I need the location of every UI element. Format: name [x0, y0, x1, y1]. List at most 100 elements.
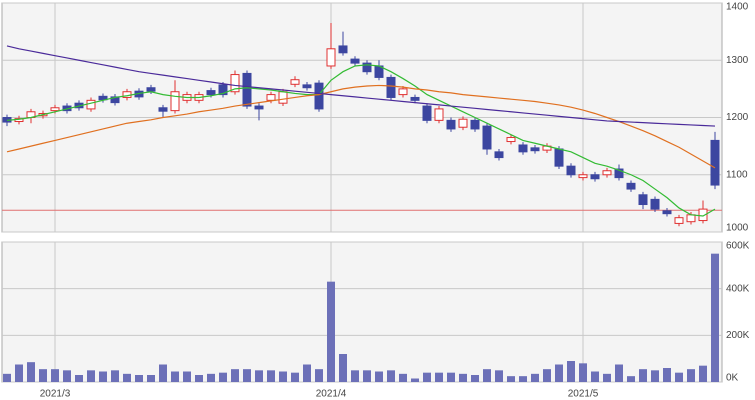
- candle-body: [590, 174, 600, 180]
- volume-bar: [555, 364, 563, 382]
- volume-bar: [627, 376, 635, 382]
- candle-body: [86, 99, 96, 110]
- volume-bar: [519, 376, 527, 382]
- volume-bar: [183, 371, 191, 382]
- volume-bar: [639, 369, 647, 382]
- volume-bar: [399, 373, 407, 382]
- volume-bar: [135, 375, 143, 382]
- volume-bar: [471, 375, 479, 382]
- x-tick-label: 2021/3: [40, 389, 71, 400]
- candle-body: [242, 72, 252, 107]
- volume-bar: [651, 370, 659, 382]
- candle-body: [494, 151, 504, 159]
- candle-body: [290, 79, 300, 85]
- volume-bar: [387, 370, 395, 382]
- candle-body: [554, 148, 564, 167]
- x-tick-label: 2021/4: [316, 389, 347, 400]
- volume-bar: [447, 372, 455, 382]
- candle-body: [158, 107, 168, 112]
- candle-body: [446, 119, 456, 130]
- candle-body: [170, 91, 180, 112]
- candle-body: [410, 96, 420, 101]
- volume-bar: [3, 373, 11, 382]
- moving-average: [6, 64, 716, 217]
- candle-body: [602, 170, 612, 176]
- volume-bar: [111, 370, 119, 382]
- volume-bar: [75, 375, 83, 382]
- candle-body: [434, 108, 444, 121]
- volume-bar: [255, 370, 263, 382]
- volume-bar: [267, 370, 275, 382]
- volume-bar: [591, 371, 599, 382]
- volume-bar: [663, 368, 671, 382]
- volume-bar: [291, 372, 299, 382]
- moving-average: [6, 45, 716, 127]
- volume-bar: [15, 364, 23, 382]
- volume-bar: [195, 375, 203, 382]
- candle-body: [686, 214, 696, 223]
- volume-bar: [615, 364, 623, 382]
- candle-body: [566, 165, 576, 176]
- candle-body: [662, 210, 672, 215]
- candle-body: [314, 82, 324, 110]
- candle-body: [206, 90, 216, 96]
- volume-bar: [435, 372, 443, 382]
- volume-bar: [63, 370, 71, 382]
- candle-body: [698, 208, 708, 222]
- y-tick-label: 1400: [726, 2, 749, 13]
- candle-body: [254, 105, 264, 110]
- volume-bar: [579, 363, 587, 382]
- candle-body: [266, 94, 276, 101]
- volume-bar: [171, 371, 179, 382]
- volume-bar: [243, 369, 251, 382]
- candle-body: [578, 174, 588, 179]
- volume-bar: [51, 369, 59, 382]
- volume-bar: [39, 369, 47, 382]
- volume-bar: [219, 372, 227, 382]
- candle-body: [626, 182, 636, 190]
- candle-body: [614, 168, 624, 179]
- y-tick-label: 1100: [726, 169, 748, 180]
- candle-body: [386, 76, 396, 98]
- volume-bar: [99, 371, 107, 382]
- volume-bar: [567, 361, 575, 382]
- volume-bar: [375, 371, 383, 382]
- volume-bar: [327, 281, 335, 382]
- candle-body: [278, 91, 288, 104]
- candle-body: [470, 119, 480, 130]
- candle-body: [710, 139, 720, 186]
- candle-body: [458, 118, 468, 128]
- volume-bar: [123, 373, 131, 382]
- candle-body: [362, 62, 372, 73]
- y-tick-label: 600K: [726, 241, 750, 252]
- volume-bar: [495, 370, 503, 382]
- volume-bar: [603, 373, 611, 382]
- moving-average: [6, 84, 716, 169]
- volume-bar: [699, 365, 707, 382]
- y-tick-label: 0K: [726, 373, 739, 384]
- volume-bar: [147, 375, 155, 382]
- volume-bar: [315, 369, 323, 382]
- volume-bar: [687, 369, 695, 382]
- volume-bar: [543, 369, 551, 382]
- candle-body: [530, 147, 540, 152]
- volume-bar: [459, 373, 467, 382]
- candle-body: [302, 84, 312, 89]
- candle-body: [422, 105, 432, 121]
- y-tick-label: 400K: [726, 283, 750, 294]
- y-tick-label: 200K: [726, 330, 750, 341]
- candle-body: [326, 48, 336, 67]
- volume-bar: [279, 371, 287, 382]
- volume-panel: [1, 241, 723, 383]
- volume-bar: [675, 372, 683, 382]
- candle-body: [482, 125, 492, 150]
- x-tick-label: 2021/5: [568, 389, 599, 400]
- volume-bar: [87, 370, 95, 382]
- candle-body: [338, 45, 348, 54]
- candle-body: [398, 88, 408, 96]
- volume-bar: [483, 369, 491, 382]
- candle-body: [650, 198, 660, 210]
- volume-bar: [531, 373, 539, 382]
- volume-bar: [363, 370, 371, 382]
